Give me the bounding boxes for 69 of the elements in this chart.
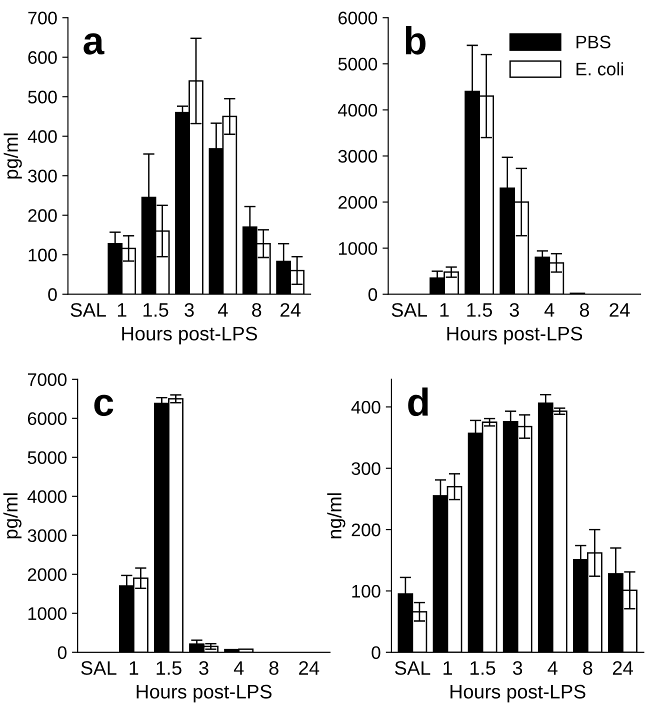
y-tick-label: 3000 — [338, 150, 378, 163]
y-tick-label: 200 — [352, 524, 380, 536]
x-tick-label: 3 — [510, 303, 519, 317]
x-tick-label: 1 — [130, 661, 138, 675]
chart-title: a — [84, 33, 104, 55]
x-tick-label: 1.5 — [156, 661, 182, 675]
x-tick-label: 8 — [580, 303, 590, 317]
x-tick-label: 1 — [440, 303, 449, 317]
y-tick-label: 6000 — [338, 12, 378, 24]
x-tick-label: 24 — [280, 303, 301, 317]
x-tick-label: 4 — [218, 303, 228, 317]
chart-title: b — [406, 26, 426, 55]
y-axis-title: pg/ml — [4, 134, 22, 178]
x-tick-label: 3 — [512, 661, 522, 675]
y-tick-label: 5000 — [28, 451, 67, 464]
y-tick-label: 1000 — [28, 607, 67, 620]
x-axis-title: Hours post-LPS — [136, 684, 272, 702]
y-tick-label: 300 — [352, 462, 380, 475]
x-tick-label: 24 — [612, 661, 633, 675]
x-tick-label: 1.5 — [467, 303, 492, 317]
y-tick-label: 2000 — [338, 196, 378, 209]
y-tick-label: 0 — [48, 288, 57, 301]
x-tick-label: 4 — [548, 661, 558, 675]
y-tick-label: 100 — [28, 248, 57, 262]
x-tick-label: 3 — [184, 303, 194, 317]
x-tick-label: 8 — [583, 661, 592, 675]
y-tick-label: 100 — [352, 584, 380, 598]
x-axis-title: Hours post-LPS — [122, 326, 257, 344]
x-tick-label: SAL — [392, 303, 427, 317]
y-tick-label: 2000 — [28, 568, 67, 582]
y-tick-label: 5000 — [338, 58, 378, 71]
x-tick-label: SAL — [70, 303, 106, 317]
x-tick-label: 1.5 — [470, 661, 496, 675]
x-tick-label: 1.5 — [144, 303, 168, 317]
x-tick-label: 8 — [269, 661, 278, 675]
y-tick-label: 700 — [28, 12, 57, 24]
x-axis-title: Hours post-LPS — [447, 326, 582, 344]
y-tick-label: 4000 — [338, 104, 378, 117]
y-axis-title: ng/ml — [327, 493, 346, 538]
chart-title: d — [408, 388, 428, 416]
x-tick-label: 1 — [444, 661, 452, 675]
y-tick-label: 200 — [28, 209, 57, 222]
y-tick-label: 400 — [351, 400, 380, 414]
x-tick-label: 3 — [199, 661, 208, 675]
y-tick-label: 400 — [28, 130, 57, 143]
legend-label: E. coli — [576, 62, 624, 76]
y-tick-label: 0 — [58, 646, 67, 659]
y-tick-label: 600 — [28, 51, 57, 64]
x-axis-title: Hours post-LPS — [450, 684, 586, 702]
y-tick-label: 1000 — [339, 242, 378, 255]
legend-label: PBS — [576, 36, 610, 48]
y-tick-label: 6000 — [28, 412, 67, 426]
y-tick-label: 7000 — [28, 373, 67, 386]
y-axis-title: pg/ml — [3, 493, 22, 538]
y-tick-label: 4000 — [27, 490, 67, 504]
x-tick-label: 24 — [610, 303, 630, 317]
x-tick-label: SAL — [394, 661, 430, 675]
chart-title: c — [94, 394, 114, 416]
y-tick-label: 0 — [368, 288, 378, 301]
y-tick-label: 500 — [28, 90, 57, 104]
x-tick-label: 4 — [544, 303, 554, 317]
x-tick-label: 24 — [299, 661, 320, 675]
y-tick-label: 0 — [372, 646, 380, 659]
x-tick-label: 8 — [252, 303, 262, 317]
y-tick-label: 300 — [28, 170, 57, 182]
x-tick-label: 1 — [118, 303, 126, 317]
x-tick-label: 4 — [234, 661, 244, 675]
y-tick-label: 3000 — [28, 529, 67, 542]
x-tick-label: SAL — [81, 661, 116, 675]
